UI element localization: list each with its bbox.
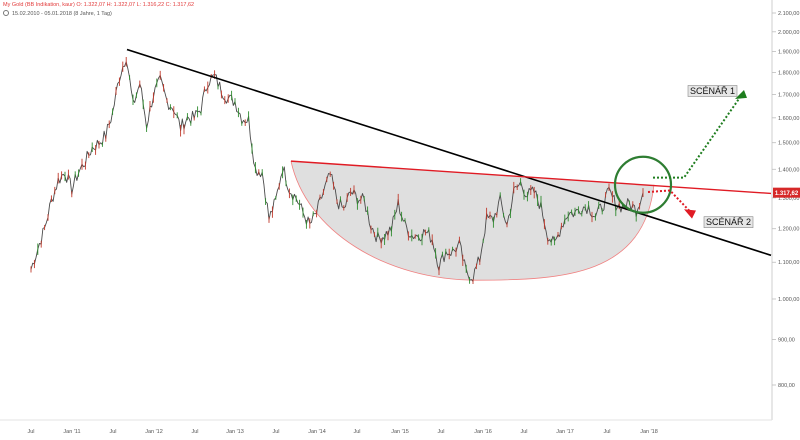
x-tick-label: Jul — [191, 429, 198, 435]
x-tick-label: Jul — [437, 429, 444, 435]
x-tick-label: Jan '15 — [391, 429, 409, 435]
instrument-name: My Gold (BB Indikation, kaur) — [3, 2, 75, 8]
y-tick-label: 1.000,00 — [778, 297, 799, 303]
scenario-2-label: SCÉNÁŘ 2 — [706, 217, 751, 227]
x-tick-label: Jul — [520, 429, 527, 435]
x-tick-label: Jul — [109, 429, 116, 435]
scenario-1-label: SCÉNÁŘ 1 — [690, 86, 735, 96]
x-tick-label: Jan '16 — [474, 429, 492, 435]
cup-edge-curve — [290, 161, 655, 281]
breakout-circle — [613, 155, 673, 214]
scenario-2-box — [703, 216, 754, 228]
scenario-1-arrow-path — [653, 93, 743, 179]
x-tick-label: Jan '18 — [640, 429, 658, 435]
y-tick-label: 1.400,00 — [778, 167, 799, 173]
y-tick-label: 2.000,00 — [778, 30, 799, 36]
y-tick-label: 1.700,00 — [778, 92, 799, 98]
scenario-1-box — [687, 85, 738, 97]
x-tick-label: Jan '14 — [308, 429, 326, 435]
chart-header-range: 15.02.2010 - 05.01.2018 (8 Jahre, 1 Tag) — [3, 10, 112, 17]
y-tick-label: 1.200,00 — [778, 227, 799, 233]
y-tick-label: 1.300,00 — [778, 196, 799, 202]
descending-trendline — [126, 48, 772, 257]
x-tick-label: Jul — [603, 429, 610, 435]
y-tick-label: 1.100,00 — [778, 260, 799, 266]
x-tick-label: Jan '17 — [556, 429, 574, 435]
x-tick-label: Jan '12 — [145, 429, 163, 435]
current-price-label: 1.317,62 — [775, 191, 799, 197]
y-tick-label: 800,00 — [778, 383, 795, 389]
y-tick-label: 1.800,00 — [778, 70, 799, 76]
x-tick-label: Jan '13 — [226, 429, 244, 435]
chart-header-title: My Gold (BB Indikation, kaur) O: 1.322,0… — [3, 2, 194, 8]
y-tick-label: 900,00 — [778, 338, 795, 344]
clock-icon — [3, 10, 9, 16]
cup-shaded-area — [291, 161, 654, 281]
y-tick-label: 1.900,00 — [778, 50, 799, 56]
scenario-2-arrowhead — [684, 209, 696, 219]
current-price-badge — [773, 187, 800, 198]
x-tick-label: Jul — [272, 429, 279, 435]
x-tick-label: Jan '11 — [63, 429, 80, 435]
resistance-line — [290, 160, 772, 195]
scenario-1-arrowhead — [735, 89, 747, 100]
x-tick-label: Jul — [353, 429, 360, 435]
x-tick-label: Jul — [27, 429, 34, 435]
y-tick-label: 1.500,00 — [778, 141, 799, 147]
scenario-2-arrow-path — [647, 189, 691, 213]
date-range: 15.02.2010 - 05.01.2018 (8 Jahre, 1 Tag) — [12, 11, 112, 17]
y-tick-label: 1.600,00 — [778, 116, 799, 122]
y-tick-label: 2.100,00 — [778, 11, 799, 17]
ohlc-readout: O: 1.322,07 H: 1.322,07 L: 1.316,22 C: 1… — [76, 2, 195, 8]
